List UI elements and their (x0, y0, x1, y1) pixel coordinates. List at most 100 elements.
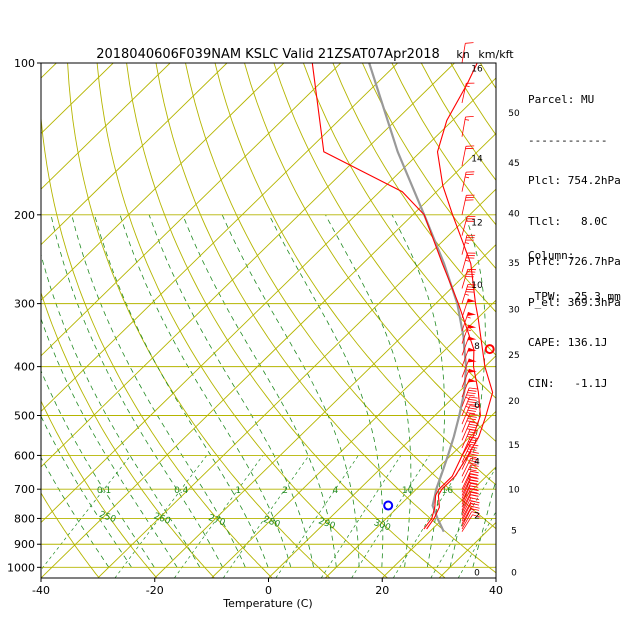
moist-adiabat-line (472, 477, 496, 568)
wind-barb-half (465, 85, 470, 87)
mixing-ratio-line (114, 455, 207, 578)
x-tick-label: -40 (32, 584, 50, 597)
wind-barb-full (470, 488, 479, 492)
kft-tick-label: 25 (508, 351, 519, 361)
pressure-tick-label: 600 (14, 449, 35, 462)
dry-adiabat-line (185, 63, 496, 530)
kft-tick-label: 45 (508, 159, 519, 169)
moist-adiabat-line (41, 253, 201, 568)
mixing-ratio-label: 0.4 (174, 486, 189, 496)
wind-barb-full (469, 396, 478, 399)
isotherm-line (381, 466, 496, 578)
pressure-tick-label: 900 (14, 538, 35, 551)
mixing-ratio-line (430, 466, 496, 578)
wind-barb-shaft (461, 488, 471, 508)
wind-barb-half (466, 450, 471, 454)
theta-label: 260 (152, 512, 172, 527)
column-line: TPW: 25.3 mm (528, 289, 621, 303)
dry-adiabat-line (214, 63, 496, 486)
wind-barb-full (470, 508, 480, 511)
dry-adiabat-line (155, 63, 496, 574)
wind-barb-half (468, 481, 473, 484)
isotherm-line (41, 63, 57, 79)
wind-barb-full (470, 451, 479, 454)
wind-barb-half (468, 475, 473, 478)
wind-barb-shaft (461, 464, 472, 483)
wind-barb-full (466, 428, 476, 431)
mixing-ratio-line (351, 455, 430, 578)
dry-adiabat-line (273, 63, 496, 399)
wind-barb-full (468, 398, 477, 401)
wind-barb-full (472, 514, 481, 518)
wind-barb-full (466, 420, 475, 423)
wind-barb (461, 82, 475, 103)
km-tick-label: 8 (474, 342, 480, 352)
wind-barb (461, 311, 476, 332)
wind-barb-full (466, 436, 476, 439)
moist-adiabat-line (41, 456, 110, 568)
wind-barb-full (467, 286, 476, 288)
wind-barb (461, 234, 476, 255)
isotherm-line (41, 63, 455, 468)
wind-barb-half (466, 329, 471, 332)
moist-adiabat-line (182, 214, 337, 568)
chart-title: 2018040606F039NAM KSLC Valid 21ZSAT07Apr… (96, 47, 440, 62)
wind-barb-shaft (461, 311, 469, 332)
wind-barb-flag (467, 368, 477, 373)
isotherm-line (97, 188, 496, 578)
pressure-tick-label: 1000 (7, 561, 35, 574)
wind-barb (461, 451, 479, 470)
wind-barb-full (468, 415, 477, 418)
wind-barb-shaft (461, 429, 471, 449)
isotherm-line (41, 63, 171, 190)
dry-adiabat-line (41, 112, 273, 578)
wind-barb (461, 413, 478, 433)
km-tick-label: 6 (474, 401, 480, 411)
km-kft-axis-label: km/kft (478, 48, 514, 61)
wind-barb-shaft (461, 503, 472, 522)
dry-adiabat-line (628, 63, 640, 578)
mixing-ratio-line (41, 455, 131, 571)
moist-adiabat-line (41, 415, 132, 568)
wind-barb-shaft (461, 506, 472, 524)
wind-barb-full (468, 441, 477, 444)
theta-label: 270 (207, 513, 227, 528)
moist-adiabat-line (50, 214, 223, 568)
wind-barb-shaft (461, 413, 470, 433)
parcel-line: Plfc: 726.7hPa (528, 255, 621, 268)
isotherm-line (41, 63, 114, 135)
wind-barb-half (465, 405, 470, 409)
wind-barb-full (468, 431, 478, 434)
wind-barb-full (466, 403, 475, 406)
wind-barb-shaft (461, 500, 472, 519)
wind-barb-flag (467, 378, 477, 383)
pressure-tick-label: 300 (14, 298, 35, 311)
dry-adiabat-line (41, 291, 215, 578)
dry-adiabat-line (302, 63, 496, 356)
wind-barb (461, 252, 476, 273)
parcel-line: CAPE: 136.1J (528, 336, 608, 349)
kft-tick-label: 0 (511, 569, 517, 579)
wind-barb-full (466, 412, 475, 415)
moist-adiabat-line (268, 214, 384, 568)
kft-tick-label: 20 (508, 397, 520, 407)
x-tick-label: -20 (146, 584, 164, 597)
wind-barb-full (469, 485, 478, 488)
wind-barb-shaft (461, 477, 471, 496)
wind-barb-full (470, 491, 480, 495)
mixing-ratio-line (392, 455, 469, 578)
kft-tick-label: 40 (508, 210, 520, 220)
mixing-ratio-line (275, 455, 359, 578)
wind-barb-shaft (461, 252, 468, 273)
wind-barb-full (470, 464, 479, 467)
wind-barb (461, 347, 477, 367)
wind-barb-half (469, 496, 474, 500)
wind-barb-full (470, 502, 480, 506)
wind-barb-shaft (461, 473, 471, 493)
mixing-ratio-label: 16 (442, 486, 454, 496)
wind-barb-full (469, 491, 478, 494)
x-axis-label: Temperature (C) (222, 597, 312, 610)
wind-barb-half (464, 293, 469, 296)
kft-tick-label: 35 (508, 259, 519, 269)
pressure-tick-label: 400 (14, 361, 35, 374)
